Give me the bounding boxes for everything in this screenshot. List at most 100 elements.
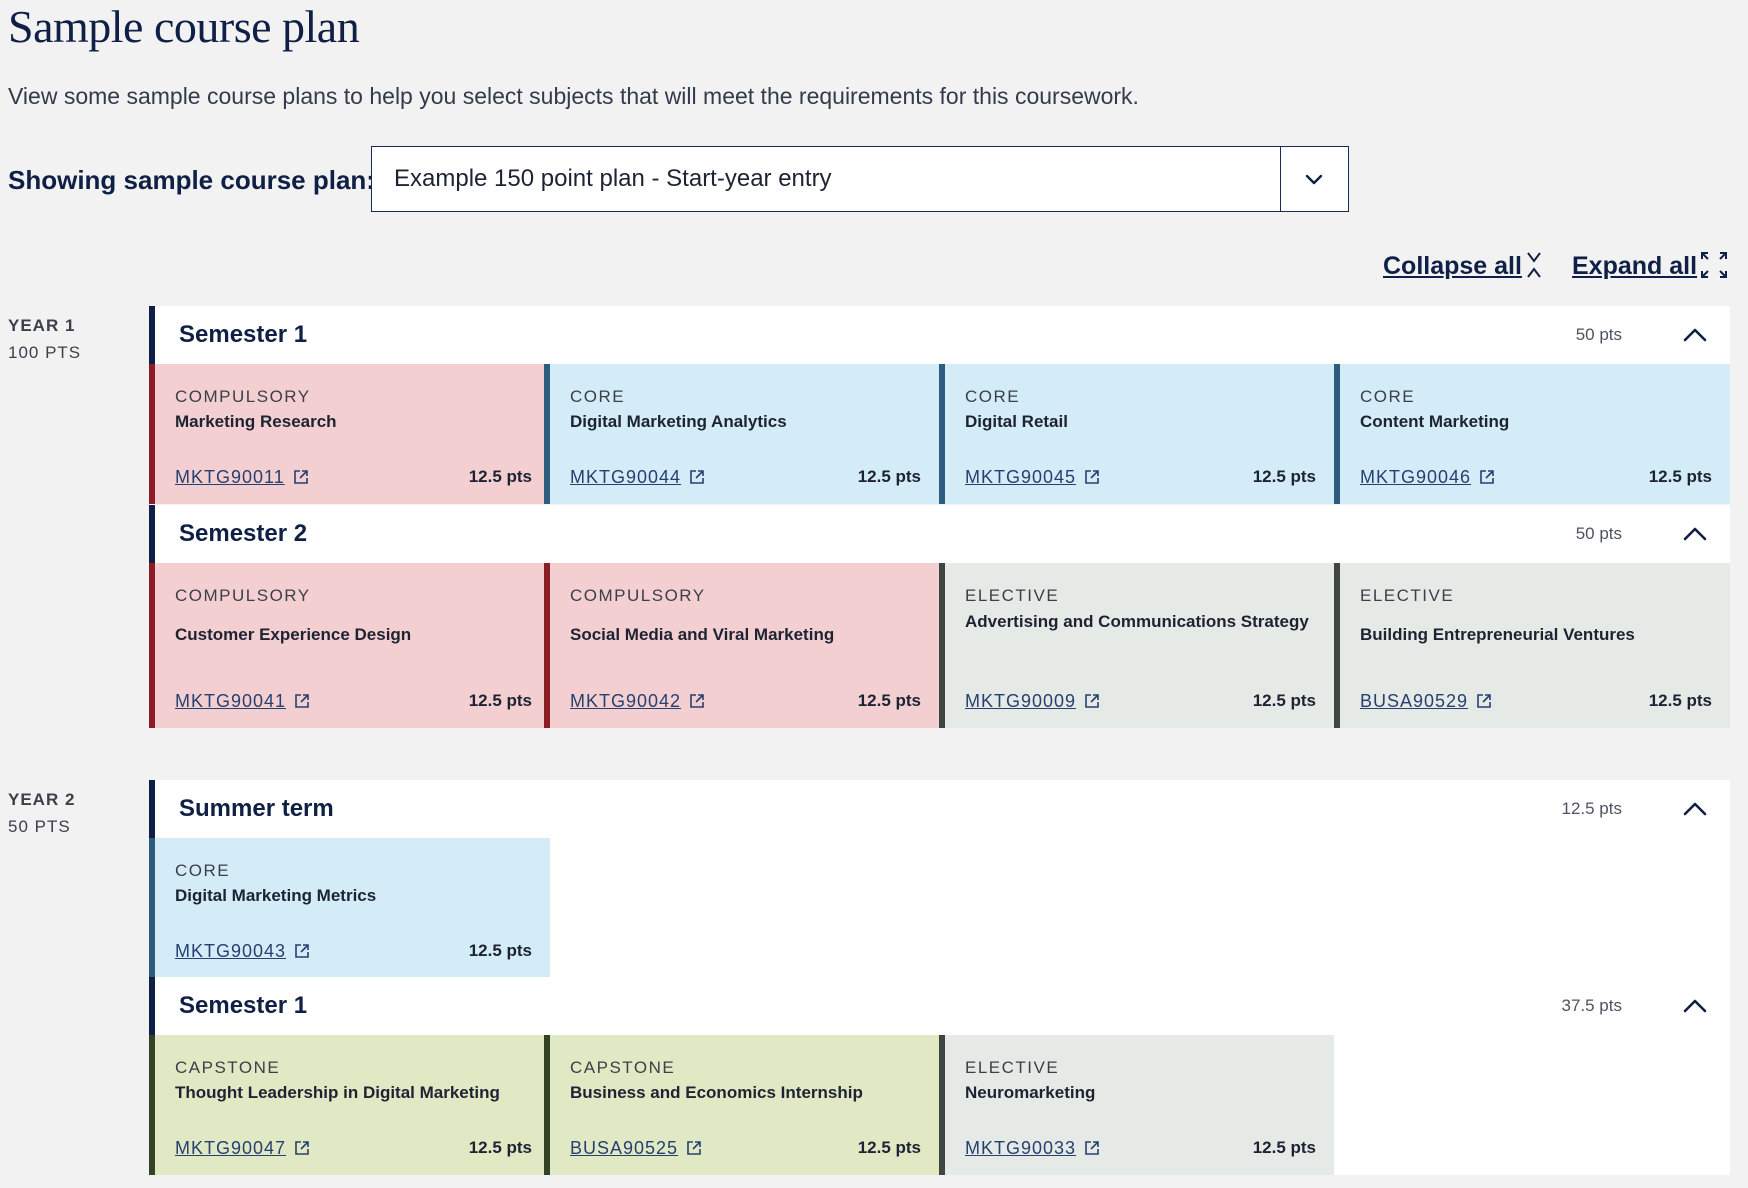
subject-points: 12.5 pts bbox=[857, 1138, 921, 1157]
term-header: Semester 1 37.5 pts bbox=[149, 977, 1730, 1035]
collapse-arrows-icon[interactable] bbox=[1524, 250, 1544, 280]
subject-card: ELECTIVE Building Entrepreneurial Venture… bbox=[1334, 563, 1730, 728]
term-subjects: COMPULSORY Marketing Research MKTG90011 12.… bbox=[149, 364, 1730, 504]
subject-type-label: COMPULSORY bbox=[175, 387, 311, 406]
subject-points: 12.5 pts bbox=[857, 691, 921, 710]
subject-code-link[interactable]: MKTG90043 bbox=[175, 939, 310, 963]
subject-code-link[interactable]: MKTG90041 bbox=[175, 689, 310, 713]
subject-card: CORE Digital Marketing Analytics MKTG90044… bbox=[544, 364, 939, 504]
external-link-icon bbox=[1480, 470, 1494, 484]
subject-points: 12.5 pts bbox=[468, 941, 532, 960]
subject-name: Advertising and Communications Strategy bbox=[965, 612, 1309, 631]
subject-name: Content Marketing bbox=[1360, 412, 1510, 431]
term-subjects: CAPSTONE Thought Leadership in Digital Ma… bbox=[149, 1035, 1730, 1175]
subject-type-label: ELECTIVE bbox=[965, 1058, 1060, 1077]
subject-code-link[interactable]: MKTG90009 bbox=[965, 689, 1100, 713]
chevron-down-icon bbox=[1305, 174, 1323, 185]
term-subjects: CORE Digital Marketing Metrics MKTG90043 12… bbox=[149, 838, 1730, 978]
subject-name: Digital Retail bbox=[965, 412, 1068, 431]
term-name: Summer term bbox=[179, 795, 334, 822]
subject-name: Neuromarketing bbox=[965, 1083, 1096, 1102]
subject-points: 12.5 pts bbox=[1252, 691, 1316, 710]
expand-arrows-icon[interactable] bbox=[1700, 250, 1728, 280]
subject-code-link[interactable]: MKTG90033 bbox=[965, 1136, 1100, 1160]
subject-name: Marketing Research bbox=[175, 412, 337, 431]
subject-name: Thought Leadership in Digital Marketing bbox=[175, 1083, 500, 1102]
plan-selector-value: Example 150 point plan - Start-year entr… bbox=[394, 165, 832, 192]
external-link-icon bbox=[293, 470, 308, 484]
term-header: Semester 1 50 pts bbox=[149, 306, 1730, 364]
subject-name: Business and Economics Internship bbox=[570, 1083, 863, 1102]
subject-points: 12.5 pts bbox=[1648, 467, 1712, 486]
term-points: 12.5 pts bbox=[1561, 799, 1623, 818]
subject-code-link[interactable]: MKTG90011 bbox=[175, 465, 309, 489]
chevron-up-icon[interactable] bbox=[1682, 325, 1708, 345]
subject-type-label: CORE bbox=[965, 387, 1021, 406]
subject-name: Building Entrepreneurial Ventures bbox=[1360, 625, 1635, 644]
subject-type-label: CORE bbox=[1360, 387, 1416, 406]
chevron-up-icon[interactable] bbox=[1682, 524, 1708, 544]
external-link-icon bbox=[295, 1141, 309, 1155]
subject-type-label: COMPULSORY bbox=[570, 586, 706, 605]
external-link-icon bbox=[1085, 694, 1099, 708]
subject-points: 12.5 pts bbox=[1648, 691, 1712, 710]
subject-card: COMPULSORY Customer Experience Design MKTG… bbox=[149, 563, 550, 728]
year-points: 100 PTS bbox=[8, 343, 82, 362]
subject-type-label: CORE bbox=[175, 861, 231, 880]
external-link-icon bbox=[295, 694, 309, 708]
subject-card: COMPULSORY Marketing Research MKTG90011 12.… bbox=[149, 364, 550, 504]
subject-card: CORE Digital Retail MKTG90045 12.5 pts bbox=[939, 364, 1334, 504]
external-link-icon bbox=[690, 470, 704, 484]
term-header: Summer term 12.5 pts bbox=[149, 780, 1730, 838]
expand-all-button[interactable]: Expand all bbox=[1572, 252, 1698, 280]
term-name: Semester 1 bbox=[179, 992, 308, 1019]
subject-type-label: COMPULSORY bbox=[175, 586, 311, 605]
plan-selector-toggle[interactable] bbox=[1280, 147, 1348, 211]
plan-selector-label: Showing sample course plan: bbox=[8, 165, 375, 195]
subject-points: 12.5 pts bbox=[1252, 1138, 1316, 1157]
subject-code-link[interactable]: MKTG90042 bbox=[570, 689, 705, 713]
term-points: 50 pts bbox=[1575, 524, 1622, 543]
subject-code-link[interactable]: MKTG90044 bbox=[570, 465, 705, 489]
plan-selector[interactable]: Example 150 point plan - Start-year entr… bbox=[371, 146, 1349, 212]
term-name: Semester 2 bbox=[179, 520, 308, 547]
collapse-all-button[interactable]: Collapse all bbox=[1383, 252, 1522, 280]
external-link-icon bbox=[1477, 694, 1491, 708]
subject-code-link[interactable]: MKTG90046 bbox=[1360, 465, 1495, 489]
subject-card: CORE Digital Marketing Metrics MKTG90043 12… bbox=[149, 838, 550, 978]
subject-code-link[interactable]: BUSA90525 bbox=[570, 1136, 702, 1160]
subject-points: 12.5 pts bbox=[468, 1138, 532, 1157]
subject-code-link[interactable]: BUSA90529 bbox=[1360, 689, 1492, 713]
year-name: YEAR 2 bbox=[8, 790, 76, 809]
term-name: Semester 1 bbox=[179, 321, 308, 348]
subject-name: Digital Marketing Metrics bbox=[175, 886, 377, 905]
subject-name: Social Media and Viral Marketing bbox=[570, 625, 835, 644]
subject-type-label: CAPSTONE bbox=[570, 1058, 676, 1077]
term-points: 37.5 pts bbox=[1561, 996, 1623, 1015]
subject-code-link[interactable]: MKTG90045 bbox=[965, 465, 1100, 489]
year-label: YEAR 2 50 PTS bbox=[8, 786, 75, 840]
external-link-icon bbox=[1085, 1141, 1099, 1155]
subject-card: ELECTIVE Neuromarketing MKTG90033 12.5 pts bbox=[939, 1035, 1334, 1175]
subject-points: 12.5 pts bbox=[468, 467, 532, 486]
subject-card: CORE Content Marketing MKTG90046 12.5 pts bbox=[1334, 364, 1730, 504]
subject-points: 12.5 pts bbox=[857, 467, 921, 486]
subject-type-label: ELECTIVE bbox=[1360, 586, 1455, 605]
external-link-icon bbox=[1085, 470, 1099, 484]
page-intro: View some sample course plans to help yo… bbox=[8, 83, 1139, 109]
chevron-up-icon[interactable] bbox=[1682, 996, 1708, 1016]
subject-code-link[interactable]: MKTG90047 bbox=[175, 1136, 310, 1160]
subject-type-label: CORE bbox=[570, 387, 626, 406]
year-name: YEAR 1 bbox=[8, 316, 76, 335]
term-subjects: COMPULSORY Customer Experience Design MKTG… bbox=[149, 563, 1730, 728]
page-title: Sample course plan bbox=[8, 1, 360, 52]
chevron-up-icon[interactable] bbox=[1682, 799, 1708, 819]
external-link-icon bbox=[295, 944, 309, 958]
subject-type-label: CAPSTONE bbox=[175, 1058, 281, 1077]
subject-card: CAPSTONE Business and Economics Internshi… bbox=[544, 1035, 939, 1175]
subject-points: 12.5 pts bbox=[1252, 467, 1316, 486]
subject-points: 12.5 pts bbox=[468, 691, 532, 710]
external-link-icon bbox=[687, 1141, 701, 1155]
subject-type-label: ELECTIVE bbox=[965, 586, 1060, 605]
